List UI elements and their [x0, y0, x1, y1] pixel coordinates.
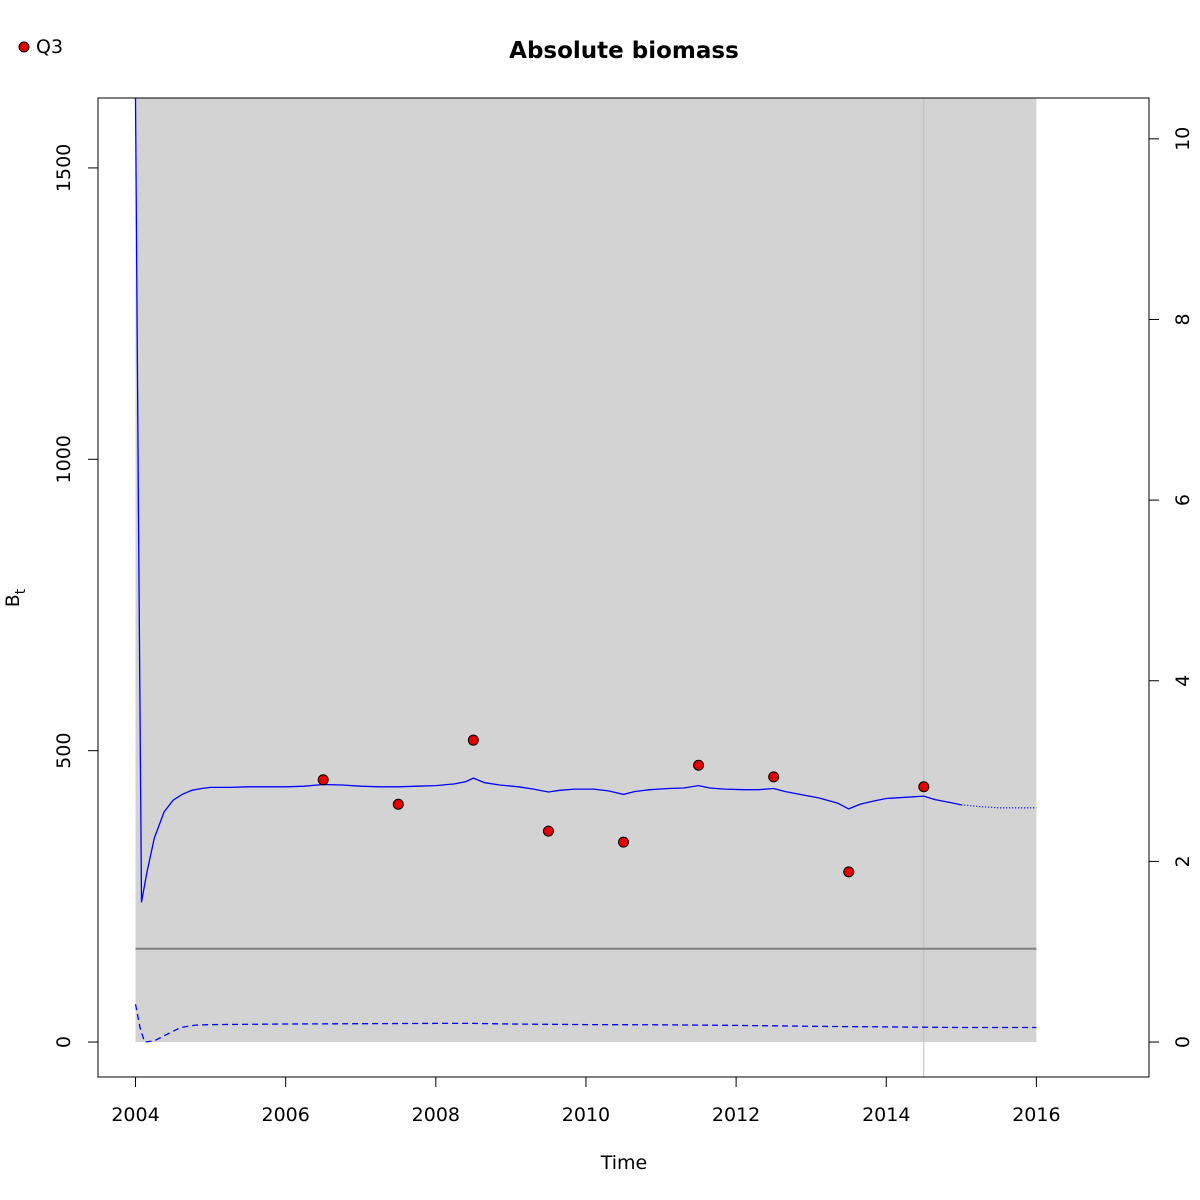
y2-tick-label: 4: [1172, 675, 1194, 687]
legend: Q3: [18, 36, 63, 58]
y-axis-right: 0 2 4 6 8 10: [1148, 127, 1194, 1048]
y2-tick-label: 8: [1172, 313, 1194, 325]
observation-point: [918, 781, 930, 793]
observation-point: [392, 798, 404, 810]
observation-point: [618, 836, 629, 848]
chart-title: Absolute biomass: [509, 38, 739, 64]
x-tick-label: 2016: [1012, 1104, 1060, 1126]
series-layer: [134, 97, 1037, 1043]
y-tick-label: 500: [53, 733, 75, 769]
confidence-shaded-region: [135, 98, 1037, 1043]
x-tick-label: 2006: [261, 1104, 309, 1126]
observation-point: [317, 774, 329, 786]
x-tick-label: 2008: [412, 1104, 460, 1126]
x-tick-label: 2004: [111, 1104, 159, 1126]
legend-label-q3: Q3: [36, 36, 63, 58]
y-axis-left: 0 500 1000 1500: [53, 144, 99, 1048]
y-tick-label: 1000: [53, 435, 75, 483]
x-axis: 2004 2006 2008 2010 2012 2014 2016: [111, 1076, 1061, 1126]
y-tick-label: 0: [53, 1036, 75, 1048]
y-axis-label-subscript: t: [13, 588, 29, 594]
series-line-dashed: [134, 1004, 1037, 1043]
series-line-solid: [134, 97, 962, 903]
y2-tick-label: 10: [1172, 127, 1194, 151]
x-tick-label: 2012: [712, 1104, 760, 1126]
x-tick-label: 2014: [862, 1104, 910, 1126]
y2-tick-label: 2: [1172, 855, 1194, 867]
series-line-dotted: [961, 804, 1037, 809]
y-tick-label: 1500: [53, 144, 75, 192]
observation-point: [843, 866, 855, 878]
y-axis-label-main: B: [2, 594, 24, 607]
observation-point: [467, 734, 479, 746]
svg-text:Bt: Bt: [2, 588, 29, 607]
observation-point: [768, 771, 780, 783]
y2-tick-label: 0: [1172, 1036, 1194, 1048]
observation-point: [693, 759, 705, 771]
y2-tick-label: 6: [1172, 494, 1194, 506]
y-axis-label: Bt: [2, 588, 29, 607]
observation-point: [542, 825, 554, 837]
legend-marker-q3: [18, 41, 30, 53]
x-tick-label: 2010: [562, 1104, 610, 1126]
x-axis-label: Time: [600, 1152, 648, 1174]
